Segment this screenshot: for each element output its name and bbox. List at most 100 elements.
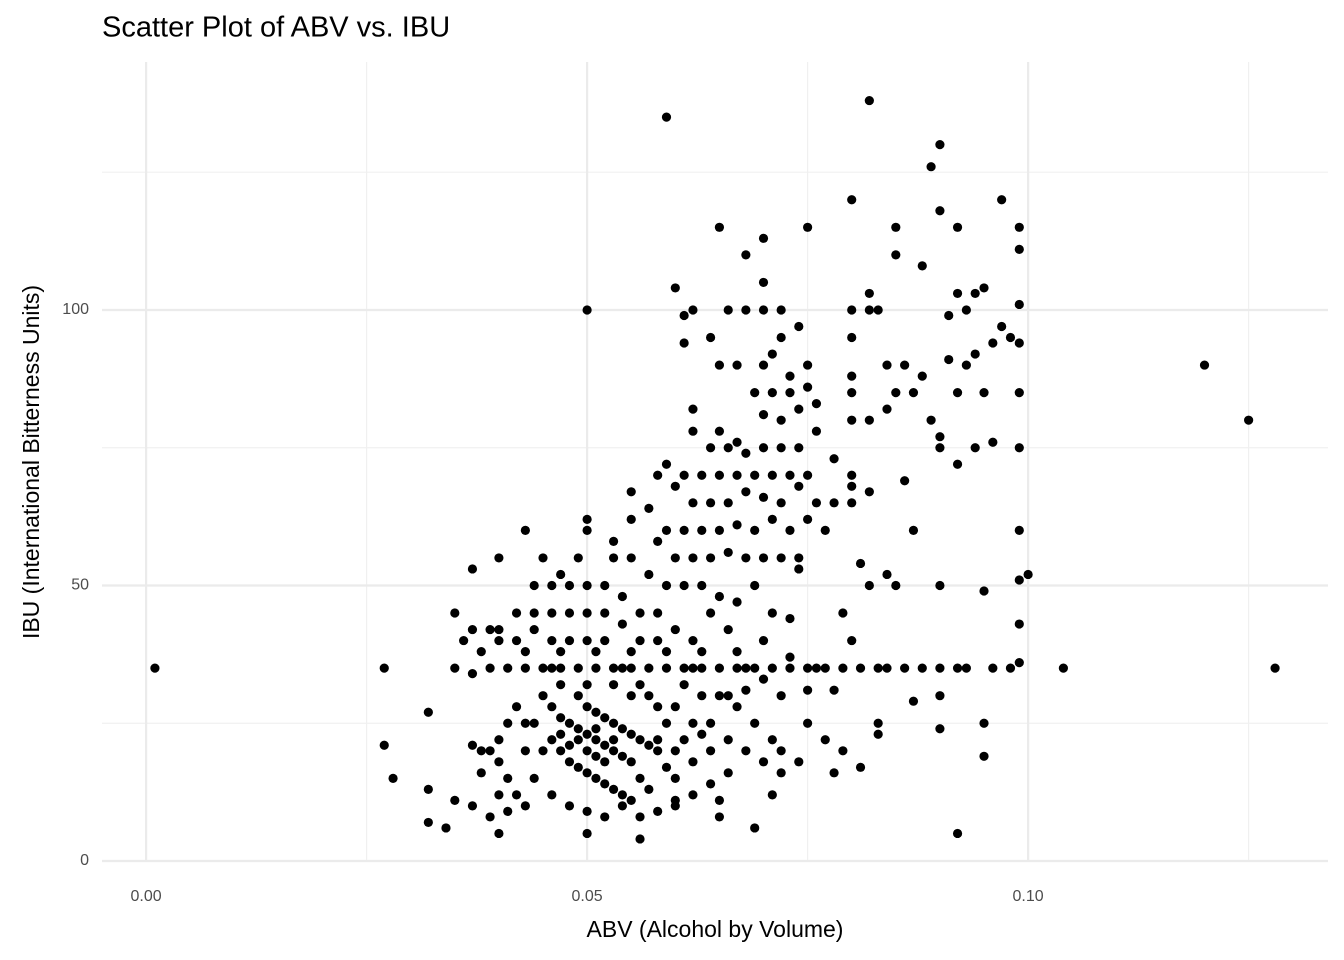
point <box>979 586 989 596</box>
point <box>617 801 627 811</box>
point <box>1014 299 1024 310</box>
point <box>732 663 742 673</box>
point <box>1014 658 1024 668</box>
point <box>450 608 460 618</box>
point <box>785 613 795 624</box>
point <box>776 746 786 756</box>
point <box>591 735 601 745</box>
point <box>741 448 751 458</box>
point <box>573 762 583 772</box>
point <box>661 663 672 673</box>
point <box>723 735 733 745</box>
point <box>511 790 522 800</box>
point <box>847 388 857 398</box>
point <box>847 371 857 381</box>
point <box>476 647 486 657</box>
point <box>564 757 575 767</box>
point <box>935 724 945 734</box>
point <box>952 828 963 839</box>
point <box>520 746 530 756</box>
point <box>582 580 592 591</box>
point <box>723 547 733 558</box>
point <box>758 360 769 370</box>
point <box>705 746 716 756</box>
point <box>952 388 963 398</box>
point <box>847 635 857 646</box>
point <box>882 360 892 370</box>
point <box>723 691 733 701</box>
point <box>556 647 566 657</box>
point <box>705 779 716 789</box>
point <box>653 702 663 712</box>
point <box>573 735 583 745</box>
point <box>767 470 777 480</box>
point <box>688 553 698 563</box>
point <box>750 823 760 833</box>
point <box>520 801 530 811</box>
point <box>1014 619 1024 629</box>
point <box>582 525 592 535</box>
point <box>635 773 645 783</box>
point <box>494 553 504 563</box>
point <box>582 514 592 524</box>
point <box>564 580 575 591</box>
point <box>600 713 610 723</box>
point <box>467 669 478 679</box>
point <box>855 558 866 569</box>
point <box>803 382 813 392</box>
point <box>556 663 566 673</box>
point <box>582 305 592 315</box>
point <box>917 371 927 381</box>
point <box>529 718 539 728</box>
point <box>961 360 971 370</box>
point <box>511 608 522 618</box>
point <box>520 663 530 673</box>
point <box>767 608 777 618</box>
point <box>626 647 636 657</box>
point <box>573 691 583 701</box>
point <box>423 784 433 794</box>
point <box>979 283 989 293</box>
point <box>556 713 566 723</box>
point <box>670 702 680 712</box>
point <box>847 470 857 480</box>
point <box>714 812 725 822</box>
point <box>864 305 874 315</box>
point <box>714 525 725 535</box>
point <box>679 525 689 535</box>
point <box>688 718 698 728</box>
point <box>582 768 592 778</box>
point <box>467 564 478 574</box>
point <box>811 426 822 436</box>
point <box>961 305 971 315</box>
point <box>732 520 742 530</box>
point <box>679 663 689 673</box>
y-tick-label: 0 <box>80 852 89 869</box>
point <box>741 663 751 673</box>
point <box>644 740 654 750</box>
point <box>900 663 910 673</box>
point <box>803 470 813 480</box>
point <box>970 443 980 453</box>
point <box>979 388 989 398</box>
point <box>441 823 451 833</box>
point <box>423 707 433 717</box>
point <box>564 801 575 811</box>
point <box>803 360 813 370</box>
point <box>794 321 804 332</box>
point <box>776 305 786 315</box>
point <box>600 740 610 750</box>
point <box>847 305 857 315</box>
point <box>661 459 672 469</box>
point <box>873 718 883 728</box>
point <box>952 459 963 469</box>
point <box>785 663 795 673</box>
point <box>829 454 839 464</box>
chart-title: Scatter Plot of ABV vs. IBU <box>102 12 450 44</box>
point <box>758 305 769 315</box>
point <box>635 834 645 844</box>
point <box>997 195 1007 205</box>
point <box>679 680 689 690</box>
point <box>714 663 725 673</box>
point <box>767 388 777 398</box>
